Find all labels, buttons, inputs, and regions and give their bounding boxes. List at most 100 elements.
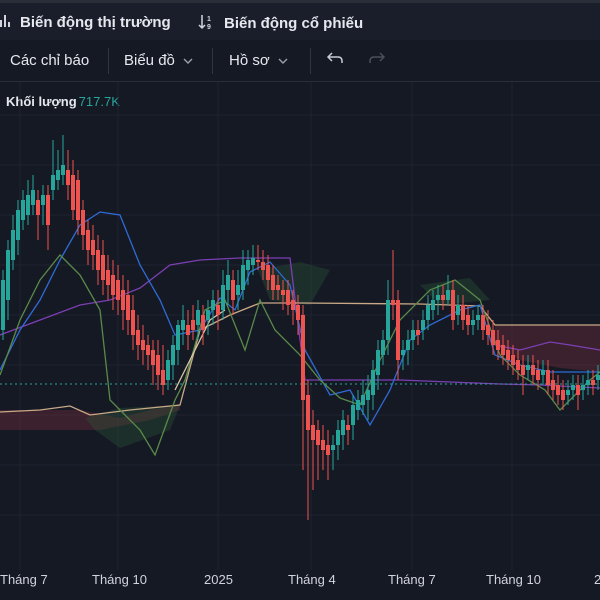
candle-body (386, 300, 390, 340)
candle-body (231, 280, 235, 300)
candle-body (586, 380, 590, 385)
candle-body (591, 380, 595, 385)
candle-body (501, 345, 505, 355)
chart-grid (0, 82, 600, 570)
candle-body (571, 385, 575, 390)
candle-body (71, 175, 75, 210)
candle-body (511, 355, 515, 365)
candle-body (6, 250, 10, 300)
candle-body (116, 280, 120, 300)
candle-body (391, 300, 395, 305)
candle-body (351, 405, 355, 425)
candle-body (266, 265, 270, 280)
candle-body (436, 295, 440, 300)
candle-body (361, 395, 365, 405)
candle-body (286, 290, 290, 305)
x-tick-label: Tháng 10 (486, 572, 541, 587)
candle-body (161, 370, 165, 385)
candle-body (326, 445, 330, 455)
candle-body (26, 195, 30, 215)
candle-body (366, 390, 370, 400)
ichimoku-cloud (0, 262, 600, 448)
svg-text:9: 9 (207, 24, 211, 30)
candle-body (576, 385, 580, 395)
undo-icon[interactable] (326, 50, 344, 71)
candle-body (126, 295, 130, 320)
candle-body (106, 270, 110, 285)
candle-body (401, 350, 405, 355)
candle-body (566, 390, 570, 395)
candle-body (156, 355, 160, 375)
chart-lines-icon (0, 14, 10, 31)
volume-legend-label: Khối lượng (6, 94, 77, 109)
candle-body (81, 210, 85, 235)
candle-body (101, 255, 105, 280)
candle-body (411, 330, 415, 340)
volume-legend-value: 717.7K (78, 94, 120, 109)
toolbar-divider (108, 48, 109, 74)
candle-body (216, 305, 220, 315)
candle-body (506, 350, 510, 360)
candlesticks (1, 135, 600, 520)
x-tick-label: 2 (594, 572, 600, 587)
candle-body (456, 305, 460, 315)
candle-body (431, 300, 435, 310)
candle-body (221, 285, 225, 310)
candle-body (356, 400, 360, 410)
chevron-down-icon (183, 55, 193, 67)
tab-stock-movement[interactable]: 1 9 Biến động cổ phiếu (198, 14, 363, 33)
candle-body (476, 315, 480, 320)
candle-body (526, 365, 530, 370)
x-tick-label: Tháng 7 (0, 572, 48, 587)
candle-body (241, 265, 245, 290)
candle-body (396, 300, 400, 360)
candle-body (481, 315, 485, 330)
volume-legend: Khối lượng 717.7K (6, 94, 120, 109)
candle-body (336, 430, 340, 445)
candle-body (31, 190, 35, 205)
candle-body (11, 230, 15, 260)
candle-body (271, 275, 275, 290)
svg-text:1: 1 (207, 16, 211, 23)
candle-body (451, 290, 455, 320)
x-tick-label: Tháng 7 (388, 572, 436, 587)
candle-body (16, 210, 20, 240)
candle-body (291, 300, 295, 310)
toolbar-divider (212, 48, 213, 74)
candle-body (261, 262, 265, 270)
candle-body (191, 320, 195, 330)
candle-body (21, 200, 25, 220)
candle-body (56, 170, 60, 180)
candle-body (466, 315, 470, 325)
candle-body (141, 340, 145, 350)
chart-type-dropdown[interactable]: Biểu đồ (124, 52, 193, 69)
candle-body (166, 360, 170, 380)
profile-dropdown[interactable]: Hồ sơ (229, 52, 288, 69)
price-chart[interactable]: Tháng 7 Tháng 10 2025 Tháng 4 Tháng 7 Th… (0, 82, 600, 600)
tan-line (0, 302, 600, 416)
candle-body (486, 325, 490, 335)
indicators-label: Các chỉ báo (10, 52, 90, 69)
candle-body (121, 290, 125, 310)
candle-body (416, 330, 420, 335)
candle-body (311, 425, 315, 440)
candle-body (86, 230, 90, 250)
candle-body (541, 370, 545, 375)
sort-numeric-icon: 1 9 (198, 14, 214, 33)
candle-body (551, 380, 555, 390)
candle-body (91, 240, 95, 255)
candle-body (246, 260, 250, 270)
candle-body (146, 345, 150, 355)
top-tab-bar: Biến động thị trường 1 9 Biến động cổ ph… (0, 0, 600, 40)
candle-body (406, 340, 410, 350)
candle-body (441, 295, 445, 300)
indicators-button[interactable]: Các chỉ báo (10, 52, 89, 69)
candle-body (596, 375, 600, 380)
x-axis-labels: Tháng 7 Tháng 10 2025 Tháng 4 Tháng 7 Th… (0, 572, 600, 587)
candle-body (426, 305, 430, 320)
profile-label: Hồ sơ (229, 52, 270, 69)
tab-market-movement[interactable]: Biến động thị trường (0, 14, 171, 31)
candle-body (96, 250, 100, 270)
candle-body (496, 340, 500, 350)
redo-icon[interactable] (368, 50, 386, 71)
